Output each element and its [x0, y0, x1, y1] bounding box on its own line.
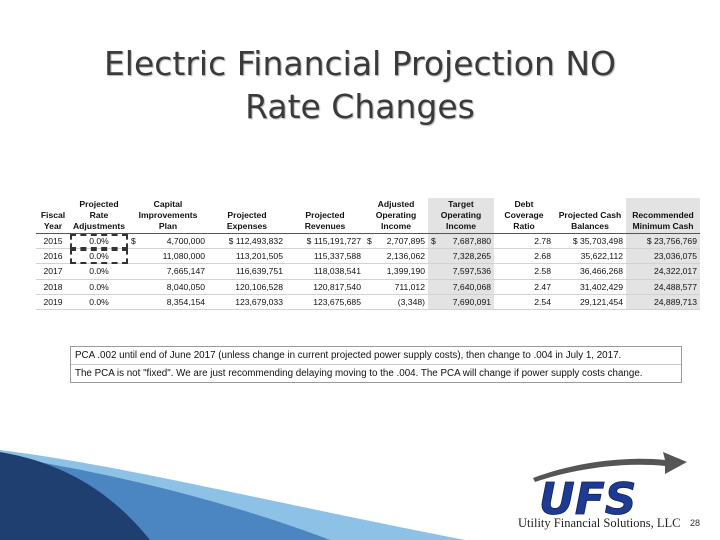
- cell-adjusted-income: (3,348): [397, 296, 425, 307]
- cell-currency-symbol: [428, 263, 442, 280]
- table-row: 2019 0.0% 8,354,154 123,679,033 123,675,…: [36, 294, 700, 310]
- cell-target-income: 7,328,265: [442, 248, 494, 264]
- cell-rate-adjustment-highlighted: 0.0%: [70, 233, 128, 249]
- cell-cash-balance: $ 35,703,498: [572, 236, 623, 247]
- slide-title-line-2: Rate Changes: [245, 87, 475, 126]
- cell-minimum-cash: 23,036,075: [626, 248, 700, 264]
- cell-expenses: 123,679,033: [235, 296, 283, 307]
- cell-currency-symbol: [128, 294, 144, 309]
- logo-acronym: UFS: [539, 474, 636, 525]
- cell-currency-symbol: [428, 294, 442, 310]
- header-debt-coverage-ratio: Debt Coverage Ratio: [504, 199, 544, 231]
- slide-title: Electric Financial Projection NO Rate Ch…: [40, 42, 680, 128]
- cell-capital-plan: 8,354,154: [166, 296, 205, 307]
- header-recommended-minimum-cash: Recommended Minimum Cash: [626, 198, 700, 234]
- cell-cash-balance: 31,402,429: [579, 281, 623, 292]
- page-number: 28: [690, 518, 701, 528]
- cell-debt-coverage: 2.58: [534, 266, 551, 277]
- cell-currency-symbol: $: [428, 233, 442, 249]
- cell-year: 2019: [43, 296, 63, 307]
- cell-minimum-cash: $ 23,756,769: [626, 233, 700, 249]
- logo-swoosh-arrow: [533, 452, 687, 482]
- cell-expenses: 113,201,505: [235, 251, 283, 262]
- cell-currency-symbol: $: [367, 236, 372, 247]
- table-header-row: Fiscal Year Projected Rate Adjustments C…: [36, 198, 700, 234]
- cell-debt-coverage: 2.68: [534, 251, 551, 262]
- cell-adjusted-income: 711,012: [394, 281, 425, 292]
- logo-company-name: Utility Financial Solutions, LLC: [518, 516, 681, 530]
- cell-capital-plan: 7,665,147: [166, 266, 205, 277]
- cell-debt-coverage: 2.78: [534, 236, 551, 247]
- cell-currency-symbol: [428, 279, 442, 295]
- cell-adjusted-income: 2,707,895: [386, 236, 425, 247]
- cell-currency-symbol: [428, 248, 442, 264]
- cell-revenues: 123,675,685: [313, 296, 361, 307]
- cell-revenues: 120,817,540: [313, 281, 361, 292]
- wave-dark-band: [0, 452, 150, 540]
- cell-target-income: 7,597,536: [442, 263, 494, 280]
- cell-year: 2016: [43, 251, 63, 262]
- cell-minimum-cash: 24,322,017: [626, 263, 700, 280]
- cell-revenues: 118,038,541: [313, 266, 361, 277]
- cell-capital-plan: 8,040,050: [166, 281, 205, 292]
- cell-revenues: $ 115,191,727: [306, 236, 361, 247]
- cell-currency-symbol: [128, 264, 144, 279]
- pca-note-box: PCA .002 until end of June 2017 (unless …: [70, 346, 682, 383]
- pca-note-line-2: The PCA is not "fixed". We are just reco…: [71, 364, 681, 382]
- cell-target-income: 7,687,880: [442, 233, 494, 249]
- header-rate-adjustments: Projected Rate Adjustments: [72, 199, 126, 231]
- cell-target-income: 7,690,091: [442, 294, 494, 310]
- cell-capital-plan: 11,080,000: [162, 251, 205, 262]
- cell-currency-symbol: [128, 249, 144, 264]
- cell-debt-coverage: 2.47: [534, 281, 551, 292]
- cell-target-income: 7,640,068: [442, 279, 494, 295]
- pca-note-line-1: PCA .002 until end of June 2017 (unless …: [75, 350, 622, 361]
- cell-year: 2015: [43, 236, 63, 247]
- cell-cash-balance: 29,121,454: [579, 296, 623, 307]
- slide-title-line-1: Electric Financial Projection NO: [103, 44, 617, 83]
- cell-revenues: 115,337,588: [313, 251, 361, 262]
- ufs-logo: UFS: [533, 452, 687, 525]
- cell-adjusted-income: 2,136,062: [386, 251, 425, 262]
- table-row: 2017 0.0% 7,665,147 116,639,751 118,038,…: [36, 263, 700, 280]
- header-capital-improvements: Capital Improvements Plan: [138, 199, 198, 231]
- cell-minimum-cash: 24,488,577: [626, 279, 700, 295]
- cell-cash-balance: 35,622,112: [580, 251, 623, 262]
- header-target-operating-income: Target Operating Income: [428, 198, 494, 234]
- cell-rate-adjustment: 0.0%: [89, 266, 109, 277]
- header-projected-cash-balances: Projected Cash Balances: [558, 210, 622, 231]
- corner-wave-decoration: [0, 450, 465, 540]
- header-projected-revenues: Projected Revenues: [304, 210, 346, 231]
- cell-currency-symbol: [128, 279, 144, 294]
- cell-cash-balance: 36,466,268: [579, 266, 623, 277]
- cell-debt-coverage: 2.54: [534, 296, 551, 307]
- cell-currency-symbol: [364, 264, 378, 279]
- table-row: 2015 0.0% $ 4,700,000 $ 112,493,832 $ 11…: [36, 233, 700, 249]
- cell-rate-adjustment: 0.0%: [89, 281, 109, 292]
- cell-minimum-cash: 24,889,713: [626, 294, 700, 310]
- header-projected-expenses: Projected Expenses: [226, 210, 268, 231]
- header-fiscal-year: Fiscal Year: [40, 210, 66, 231]
- cell-capital-plan: 4,700,000: [166, 236, 205, 247]
- cell-rate-adjustment-highlighted: 0.0%: [70, 248, 128, 264]
- financial-projection-table: Fiscal Year Projected Rate Adjustments C…: [36, 198, 700, 310]
- header-adjusted-operating-income: Adjusted Operating Income: [375, 199, 417, 231]
- cell-rate-adjustment: 0.0%: [89, 296, 109, 307]
- table-row: 2018 0.0% 8,040,050 120,106,528 120,817,…: [36, 279, 700, 295]
- cell-expenses: 116,639,751: [235, 266, 283, 277]
- cell-expenses: $ 112,493,832: [228, 236, 283, 247]
- cell-expenses: 120,106,528: [235, 281, 283, 292]
- cell-adjusted-income: 1,399,190: [386, 266, 425, 277]
- cell-currency-symbol: $: [131, 236, 136, 247]
- cell-currency-symbol: [364, 279, 378, 294]
- cell-currency-symbol: [364, 294, 378, 309]
- table-row: 2016 0.0% 11,080,000 113,201,505 115,337…: [36, 248, 700, 264]
- cell-year: 2018: [43, 281, 63, 292]
- cell-currency-symbol: [364, 249, 378, 264]
- cell-year: 2017: [43, 266, 63, 277]
